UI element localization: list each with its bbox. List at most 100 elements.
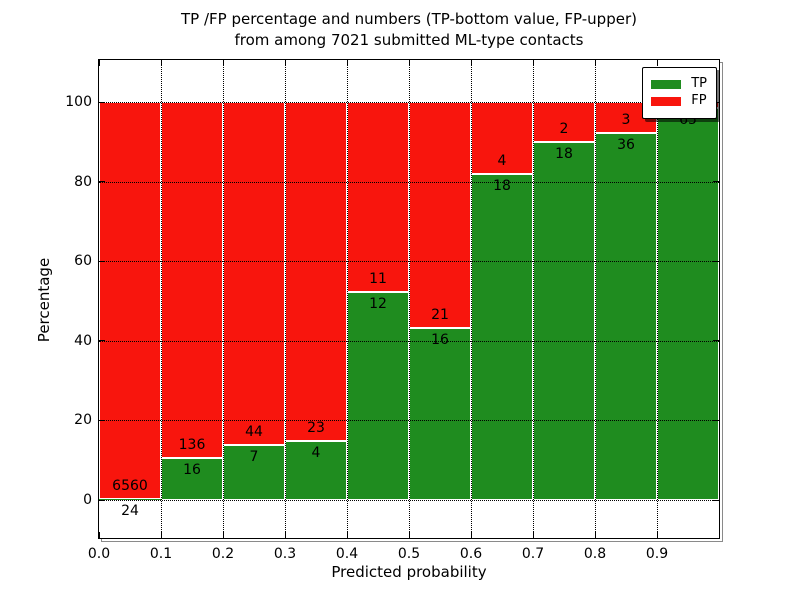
y-tick-mark xyxy=(99,419,105,421)
bar-fp-count-label: 23 xyxy=(307,420,325,437)
x-tick-label: 0.6 xyxy=(459,546,483,562)
bar-fp-segment xyxy=(471,102,533,175)
x-gridline xyxy=(223,60,224,538)
bar-tp-segment xyxy=(347,292,409,500)
x-tick-mark xyxy=(284,60,286,66)
x-gridline xyxy=(533,60,534,538)
x-tick-label: 0.5 xyxy=(397,546,421,562)
x-tick-mark xyxy=(222,532,224,538)
legend-tp-swatch-icon xyxy=(651,79,682,89)
x-gridline xyxy=(657,60,658,538)
bar-fp-segment xyxy=(409,102,471,328)
x-tick-label: 0.7 xyxy=(521,546,545,562)
bar-tp-count-label: 18 xyxy=(493,178,511,195)
x-gridline xyxy=(347,60,348,538)
bar-tp-count-label: 16 xyxy=(183,462,201,479)
y-tick-mark xyxy=(99,181,105,183)
bar-fp-segment xyxy=(347,102,409,293)
x-tick-mark xyxy=(656,60,658,66)
bar-fp-count-label: 4 xyxy=(497,153,507,170)
x-tick-mark xyxy=(98,532,100,538)
bar-fp-count-label: 136 xyxy=(178,437,206,454)
legend-tp-label: TP xyxy=(691,76,707,91)
x-tick-label: 0.0 xyxy=(87,546,111,562)
x-tick-label: 0.9 xyxy=(645,546,669,562)
bar-fp-count-label: 3 xyxy=(621,111,631,128)
bar-tp-segment xyxy=(471,174,533,500)
x-tick-mark xyxy=(532,532,534,538)
y-tick-label: 40 xyxy=(74,332,92,349)
x-tick-mark xyxy=(160,60,162,66)
x-tick-label: 0.8 xyxy=(583,546,607,562)
legend-entry-tp: TP xyxy=(651,77,707,91)
legend-entry-fp: FP xyxy=(651,94,707,108)
legend: TP FP xyxy=(642,67,717,119)
bar-tp-count-label: 7 xyxy=(249,449,259,466)
x-tick-mark xyxy=(98,60,100,66)
bar-tp-count-label: 36 xyxy=(617,136,635,153)
bar-fp-segment xyxy=(99,102,161,499)
x-tick-label: 0.4 xyxy=(335,546,359,562)
x-tick-label: 0.2 xyxy=(211,546,235,562)
y-tick-mark xyxy=(713,419,719,421)
bar-fp-count-label: 44 xyxy=(245,424,263,441)
bar-tp-segment xyxy=(657,108,719,500)
x-tick-mark xyxy=(594,532,596,538)
y-tick-mark xyxy=(713,340,719,342)
y-axis-label: Percentage xyxy=(35,257,53,343)
bar-fp-count-label: 6560 xyxy=(112,477,148,494)
y-tick-label: 100 xyxy=(65,94,92,110)
x-tick-mark xyxy=(408,60,410,66)
x-gridline xyxy=(409,60,410,538)
x-tick-mark xyxy=(222,60,224,66)
bar-fp-count-label: 2 xyxy=(559,120,569,137)
y-tick-label: 20 xyxy=(74,412,92,429)
x-tick-mark xyxy=(284,532,286,538)
x-tick-mark xyxy=(532,60,534,66)
x-tick-mark xyxy=(594,60,596,66)
chart-title-line-2: from among 7021 submitted ML-type contac… xyxy=(234,31,584,49)
bar-tp-segment xyxy=(595,132,657,500)
x-tick-mark xyxy=(470,60,472,66)
legend-fp-label: FP xyxy=(691,93,707,108)
bar-fp-segment xyxy=(161,102,223,459)
x-tick-label: 0.1 xyxy=(149,546,173,562)
bar-tp-count-label: 24 xyxy=(121,502,139,519)
x-tick-mark xyxy=(470,532,472,538)
y-tick-mark xyxy=(713,260,719,262)
x-axis-label: Predicted probability xyxy=(331,563,487,581)
y-tick-mark xyxy=(713,181,719,183)
x-gridline xyxy=(471,60,472,538)
chart-title: TP /FP percentage and numbers (TP-bottom… xyxy=(99,9,719,51)
bar-tp-count-label: 12 xyxy=(369,296,387,313)
x-tick-mark xyxy=(160,532,162,538)
bar-fp-count-label: 11 xyxy=(369,271,387,288)
bar-fp-count-label: 21 xyxy=(431,306,449,323)
bar-tp-segment xyxy=(99,498,161,500)
bar-tp-count-label: 4 xyxy=(311,445,321,462)
x-tick-mark xyxy=(408,532,410,538)
y-tick-label: 80 xyxy=(74,173,92,190)
x-tick-mark xyxy=(346,532,348,538)
x-gridline xyxy=(595,60,596,538)
y-tick-mark xyxy=(713,499,719,501)
x-tick-label: 0.3 xyxy=(273,546,297,562)
y-tick-mark xyxy=(99,499,105,501)
bar-tp-segment xyxy=(533,141,595,500)
y-tick-mark xyxy=(99,260,105,262)
bar-tp-segment xyxy=(285,441,347,500)
x-gridline xyxy=(285,60,286,538)
bar-fp-segment xyxy=(285,102,347,442)
y-tick-label: 0 xyxy=(83,492,92,508)
bar-tp-segment xyxy=(161,458,223,500)
y-tick-label: 60 xyxy=(74,253,92,270)
legend-fp-swatch-icon xyxy=(651,96,682,106)
y-tick-mark xyxy=(99,101,105,103)
bar-tp-count-label: 16 xyxy=(431,331,449,348)
plot-area: 6560 24 136 16 44 7 23 4 11 12 21 16 4 18 2 18 3 36 65 TP … xyxy=(98,59,720,539)
x-tick-mark xyxy=(346,60,348,66)
bar-fp-segment xyxy=(223,102,285,446)
x-tick-mark xyxy=(656,532,658,538)
plot-inner: 6560 24 136 16 44 7 23 4 11 12 21 16 4 18 2 18 3 36 65 xyxy=(98,60,719,538)
